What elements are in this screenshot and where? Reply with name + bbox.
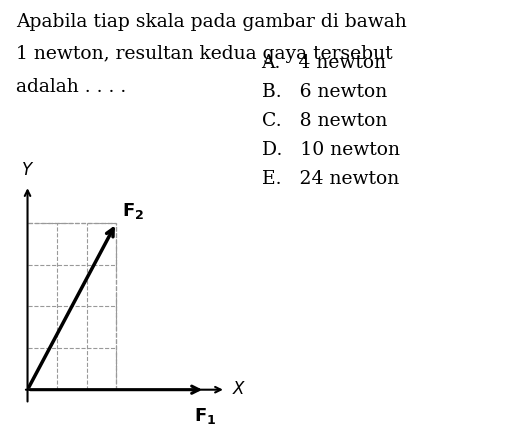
Text: $Y$: $Y$ <box>21 162 34 179</box>
Text: A.   4 newton: A. 4 newton <box>262 54 386 72</box>
Text: Apabila tiap skala pada gambar di bawah: Apabila tiap skala pada gambar di bawah <box>16 13 406 31</box>
Text: E.   24 newton: E. 24 newton <box>262 170 399 188</box>
Text: adalah . . . .: adalah . . . . <box>16 78 126 96</box>
Text: 1 newton, resultan kedua gaya tersebut: 1 newton, resultan kedua gaya tersebut <box>16 45 392 64</box>
Text: $\mathbf{F_2}$: $\mathbf{F_2}$ <box>122 201 144 221</box>
Text: C.   8 newton: C. 8 newton <box>262 112 387 130</box>
Text: $X$: $X$ <box>232 381 246 398</box>
Text: B.   6 newton: B. 6 newton <box>262 83 386 101</box>
Text: $\mathbf{F_1}$: $\mathbf{F_1}$ <box>194 406 216 426</box>
Text: D.   10 newton: D. 10 newton <box>262 141 400 159</box>
